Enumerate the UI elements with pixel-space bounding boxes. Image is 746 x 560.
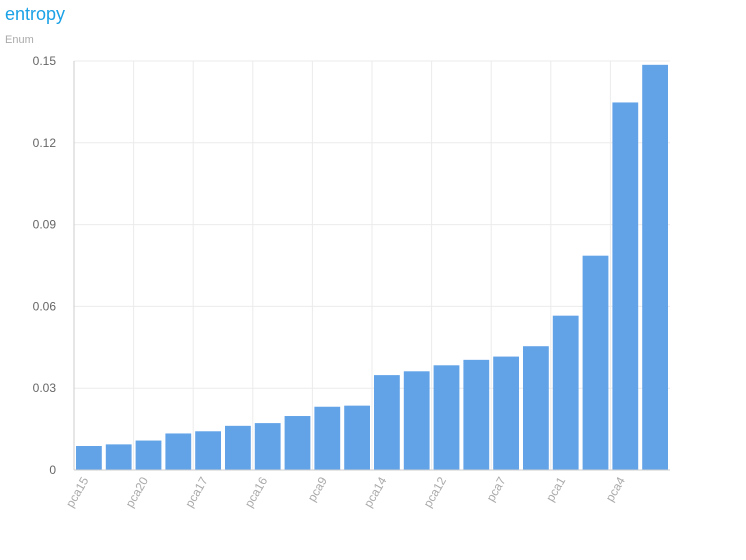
bar: [254, 423, 281, 470]
x-tick-label: pca16: [242, 474, 271, 510]
bar: [433, 365, 460, 470]
x-tick-label: pca4: [603, 474, 628, 504]
x-tick-label: pca17: [182, 474, 211, 510]
bar: [582, 255, 609, 470]
x-tick-label: pca7: [484, 474, 509, 504]
bar: [314, 406, 341, 470]
bar-series: [76, 64, 668, 471]
bar: [463, 359, 490, 470]
x-tick-label: pca9: [305, 474, 330, 504]
bar: [642, 64, 668, 471]
bar: [344, 405, 370, 470]
bar: [374, 375, 400, 470]
bar: [165, 433, 192, 470]
y-tick-label: 0.06: [33, 299, 57, 313]
bar: [76, 446, 102, 470]
bar: [135, 440, 162, 470]
y-tick-label: 0.09: [33, 218, 57, 232]
bar: [225, 425, 251, 470]
bar: [612, 102, 639, 470]
bar: [493, 356, 519, 470]
x-tick-label: pca14: [361, 474, 390, 510]
chart-title: entropy: [5, 4, 66, 24]
bar: [552, 315, 579, 470]
axes: [73, 61, 670, 471]
y-tick-label: 0.15: [33, 54, 57, 68]
x-tick-label: pca15: [63, 474, 92, 510]
x-tick-label: pca20: [123, 474, 152, 510]
bar: [403, 371, 430, 470]
x-tick-label: pca12: [421, 474, 450, 510]
y-tick-label: 0.12: [33, 136, 57, 150]
x-tick-label: pca1: [543, 474, 568, 504]
grid-lines: [74, 60, 670, 471]
bar: [284, 416, 311, 470]
y-tick-label: 0.03: [33, 381, 57, 395]
bar: [105, 444, 132, 470]
bar: [523, 346, 549, 470]
chart-subtitle: Enum: [5, 34, 34, 46]
y-tick-label: 0: [49, 463, 56, 477]
bar: [195, 431, 221, 470]
